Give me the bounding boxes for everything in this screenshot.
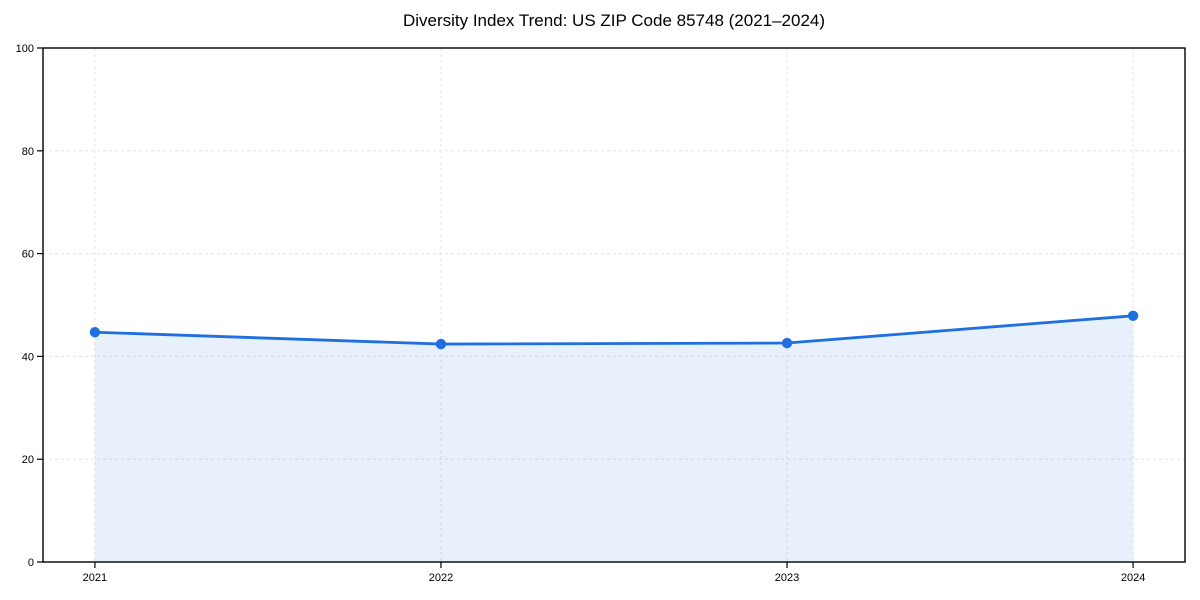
data-point-2023 [781,337,793,349]
data-point-2022 [435,338,447,350]
plot-border [42,47,1186,563]
x-tick-label: 2023 [775,572,799,584]
y-tick-label: 20 [22,454,34,466]
y-tick-label: 80 [22,146,34,158]
trend-line [93,314,1135,346]
x-tick-label: 2024 [1121,572,1145,584]
y-tick-label: 60 [22,249,34,261]
data-point-2021 [89,327,101,338]
area-fill [94,315,1134,562]
y-tick-label: 100 [16,43,34,55]
y-tick-label: 0 [28,557,34,569]
chart-title: Diversity Index Trend: US ZIP Code 85748… [402,11,826,30]
x-tick-label: 2022 [429,572,453,584]
x-tick-label: 2021 [83,572,107,584]
data-point-2024 [1127,310,1139,321]
y-tick-label: 40 [22,351,34,363]
